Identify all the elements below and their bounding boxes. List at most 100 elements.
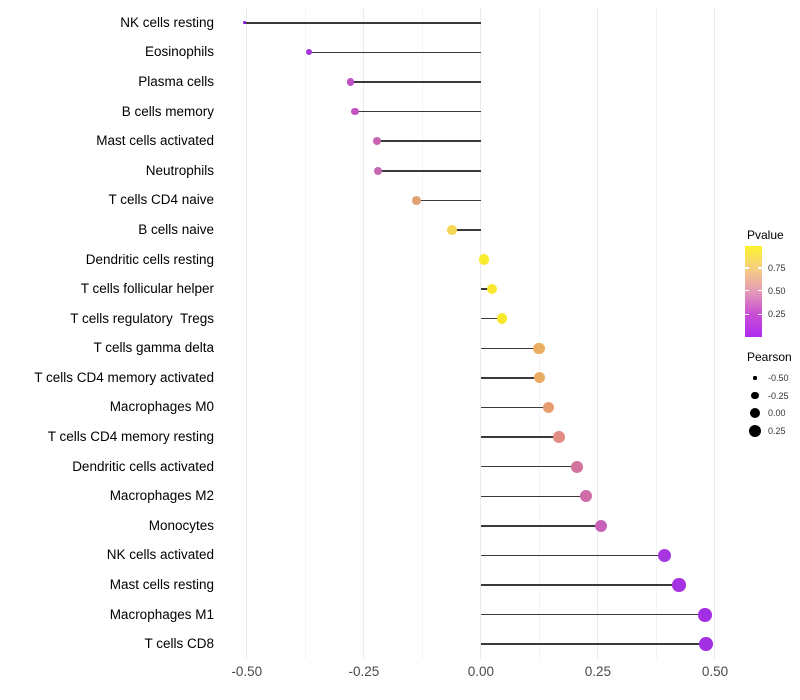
stem <box>480 465 577 468</box>
stem <box>480 525 601 527</box>
gridline-major <box>246 8 248 659</box>
stem <box>480 613 706 616</box>
category-label: NK cells resting <box>120 14 214 30</box>
gridline-minor <box>304 8 306 659</box>
pearson-size-dot <box>751 391 759 400</box>
stem <box>350 81 481 83</box>
data-point <box>486 283 498 295</box>
data-point <box>373 137 381 146</box>
pvalue-tick-label: 0.25 <box>768 309 786 320</box>
gridline-major <box>480 8 482 659</box>
category-label: Mast cells activated <box>96 133 214 149</box>
data-point <box>305 49 312 56</box>
stem <box>480 347 539 350</box>
stem <box>376 140 481 142</box>
category-label: Macrophages M1 <box>109 606 214 622</box>
data-point <box>478 254 489 265</box>
stem <box>480 436 560 438</box>
data-point <box>243 21 246 25</box>
category-label: T cells regulatory Tregs <box>70 310 214 326</box>
pvalue-tick-label: 0.50 <box>768 285 786 296</box>
pvalue-gradient-bar <box>745 246 762 337</box>
gradient-tick-mark <box>745 267 749 269</box>
data-point <box>447 225 457 235</box>
data-point <box>534 372 546 384</box>
category-label: T cells gamma delta <box>93 340 214 356</box>
pearson-size-dot <box>749 408 761 419</box>
category-label: Mast cells resting <box>109 577 214 593</box>
data-point <box>412 195 422 205</box>
gradient-tick-mark <box>758 289 762 292</box>
x-tick-label: 0.25 <box>584 664 612 679</box>
data-point <box>533 342 545 354</box>
x-tick-label: 0.50 <box>701 664 729 679</box>
x-tick-label: -0.50 <box>231 664 263 679</box>
stem <box>416 199 481 202</box>
gridline-minor <box>538 8 540 659</box>
data-point <box>496 313 508 324</box>
data-point <box>347 78 355 86</box>
x-tick-label: -0.25 <box>348 664 380 679</box>
data-point <box>351 107 359 116</box>
stem <box>480 554 665 557</box>
category-label: T cells CD8 <box>144 636 214 652</box>
pearson-size-dot <box>753 376 757 380</box>
stem <box>451 229 481 231</box>
pvalue-legend-title: Pvalue <box>747 228 784 242</box>
category-label: B cells memory <box>121 103 214 119</box>
pearson-size-label: 0.00 <box>768 408 786 419</box>
data-point <box>594 519 607 532</box>
data-point <box>658 548 672 563</box>
stem <box>480 406 549 409</box>
gradient-tick-mark <box>758 267 762 269</box>
category-label: T cells follicular helper <box>80 281 214 297</box>
stem <box>480 288 493 290</box>
pearson-legend-title: Pearson <box>747 350 792 364</box>
data-point <box>553 431 565 443</box>
category-label: Dendritic cells resting <box>85 251 214 267</box>
category-label: Monocytes <box>148 517 214 533</box>
data-point <box>672 578 686 592</box>
x-tick-label: 0.00 <box>467 664 495 679</box>
category-label: Macrophages M2 <box>109 488 214 504</box>
stem <box>480 377 540 379</box>
category-label: Neutrophils <box>145 162 214 178</box>
data-point <box>579 490 592 503</box>
category-label: T cells CD4 memory activated <box>34 369 214 385</box>
gridline-minor <box>421 8 423 659</box>
stem <box>480 317 502 320</box>
stem <box>377 170 481 172</box>
gradient-tick-mark <box>745 313 749 315</box>
pvalue-tick-label: 0.75 <box>768 262 786 273</box>
gridline-minor <box>655 8 657 659</box>
category-label: T cells CD4 memory resting <box>47 429 214 445</box>
pearson-size-dot <box>748 424 762 438</box>
category-label: NK cells activated <box>106 547 214 563</box>
category-label: Macrophages M0 <box>109 399 214 415</box>
stem <box>480 643 707 645</box>
category-label: Eosinophils <box>144 44 214 60</box>
category-label: T cells CD4 naive <box>108 192 214 208</box>
data-point <box>699 637 713 652</box>
category-label: Plasma cells <box>138 73 214 89</box>
pearson-size-label: -0.25 <box>768 390 789 401</box>
gridline-major <box>597 8 599 659</box>
stem <box>308 51 481 54</box>
data-point <box>543 401 555 414</box>
gridline-major <box>363 8 365 659</box>
plot-panel <box>222 8 729 659</box>
data-point <box>698 607 713 622</box>
stem <box>480 495 586 497</box>
gradient-tick-mark <box>745 289 749 292</box>
pearson-size-label: -0.50 <box>768 373 789 383</box>
stem <box>244 22 481 24</box>
category-label: B cells naive <box>138 221 214 237</box>
category-label: Dendritic cells activated <box>72 458 214 474</box>
gridline-major <box>714 8 716 659</box>
gradient-tick-mark <box>758 313 762 315</box>
stem <box>480 584 679 586</box>
pearson-size-label: 0.25 <box>768 426 786 437</box>
data-point <box>570 460 583 473</box>
stem <box>354 110 481 113</box>
